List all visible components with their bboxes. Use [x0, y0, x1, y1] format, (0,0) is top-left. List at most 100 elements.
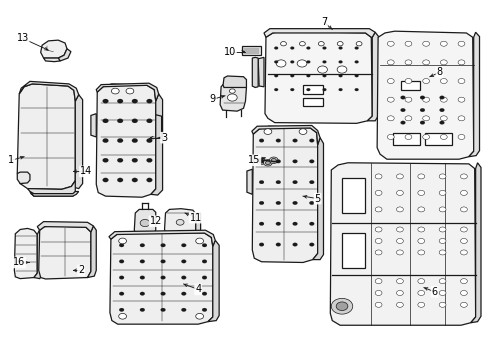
- Circle shape: [306, 46, 310, 49]
- Circle shape: [374, 279, 381, 284]
- Circle shape: [440, 78, 447, 84]
- Polygon shape: [30, 192, 79, 196]
- Circle shape: [460, 291, 467, 296]
- Circle shape: [119, 308, 124, 312]
- Circle shape: [259, 243, 264, 246]
- Circle shape: [417, 302, 424, 307]
- Circle shape: [140, 243, 144, 247]
- Circle shape: [117, 119, 123, 123]
- Circle shape: [396, 279, 403, 284]
- Circle shape: [259, 201, 264, 205]
- Circle shape: [335, 302, 347, 311]
- Circle shape: [259, 222, 264, 226]
- Circle shape: [160, 243, 165, 247]
- Circle shape: [202, 292, 206, 296]
- Polygon shape: [252, 126, 317, 262]
- Bar: [341, 233, 365, 268]
- Polygon shape: [39, 226, 91, 279]
- Circle shape: [354, 88, 358, 91]
- Circle shape: [460, 174, 467, 179]
- Circle shape: [181, 260, 186, 263]
- Text: 7: 7: [320, 17, 326, 27]
- Circle shape: [102, 119, 108, 123]
- Polygon shape: [252, 57, 258, 87]
- Circle shape: [306, 74, 310, 77]
- Circle shape: [438, 250, 445, 255]
- Circle shape: [386, 116, 393, 121]
- Circle shape: [176, 220, 183, 225]
- Circle shape: [111, 88, 119, 94]
- Polygon shape: [91, 114, 96, 137]
- Circle shape: [274, 88, 278, 91]
- Circle shape: [140, 220, 150, 226]
- Circle shape: [355, 41, 361, 46]
- Polygon shape: [164, 209, 195, 235]
- Circle shape: [438, 174, 445, 179]
- Polygon shape: [258, 57, 264, 87]
- Polygon shape: [251, 126, 320, 145]
- Circle shape: [290, 74, 294, 77]
- Text: 4: 4: [195, 284, 201, 294]
- Circle shape: [160, 308, 165, 312]
- Circle shape: [386, 60, 393, 65]
- Circle shape: [354, 46, 358, 49]
- Circle shape: [354, 60, 358, 63]
- Circle shape: [258, 159, 263, 163]
- Circle shape: [290, 46, 294, 49]
- Circle shape: [140, 292, 144, 296]
- Circle shape: [457, 116, 464, 121]
- Circle shape: [275, 201, 280, 205]
- Circle shape: [132, 158, 138, 162]
- Polygon shape: [14, 228, 37, 279]
- Circle shape: [275, 243, 280, 246]
- Circle shape: [374, 250, 381, 255]
- Circle shape: [275, 159, 280, 163]
- Circle shape: [119, 243, 124, 247]
- Circle shape: [292, 159, 297, 163]
- Circle shape: [400, 108, 405, 112]
- Circle shape: [438, 238, 445, 243]
- Circle shape: [160, 260, 165, 263]
- Circle shape: [292, 139, 297, 142]
- Circle shape: [195, 314, 203, 319]
- Circle shape: [292, 201, 297, 205]
- Circle shape: [299, 129, 306, 134]
- Circle shape: [396, 238, 403, 243]
- Circle shape: [386, 97, 393, 102]
- Circle shape: [400, 96, 405, 99]
- Circle shape: [422, 134, 428, 139]
- Circle shape: [460, 250, 467, 255]
- Circle shape: [457, 97, 464, 102]
- Circle shape: [119, 238, 126, 244]
- Circle shape: [306, 88, 310, 91]
- Circle shape: [274, 74, 278, 77]
- Polygon shape: [96, 84, 156, 197]
- Circle shape: [440, 97, 447, 102]
- Circle shape: [132, 178, 138, 182]
- Circle shape: [297, 60, 306, 67]
- Circle shape: [146, 178, 152, 182]
- Circle shape: [404, 78, 411, 84]
- Circle shape: [419, 108, 424, 112]
- Circle shape: [119, 292, 124, 296]
- Circle shape: [438, 190, 445, 195]
- Circle shape: [274, 60, 278, 63]
- Circle shape: [438, 279, 445, 284]
- Polygon shape: [468, 32, 479, 157]
- Circle shape: [160, 292, 165, 296]
- Polygon shape: [207, 240, 219, 321]
- Text: 5: 5: [314, 194, 320, 204]
- Circle shape: [422, 78, 428, 84]
- Circle shape: [256, 158, 265, 165]
- Circle shape: [419, 121, 424, 125]
- Circle shape: [386, 78, 393, 84]
- Circle shape: [306, 60, 310, 63]
- Polygon shape: [470, 163, 480, 323]
- Circle shape: [422, 116, 428, 121]
- Circle shape: [336, 66, 346, 73]
- Circle shape: [460, 227, 467, 232]
- Circle shape: [374, 174, 381, 179]
- Circle shape: [438, 227, 445, 232]
- Text: 2: 2: [78, 265, 84, 275]
- Circle shape: [119, 276, 124, 279]
